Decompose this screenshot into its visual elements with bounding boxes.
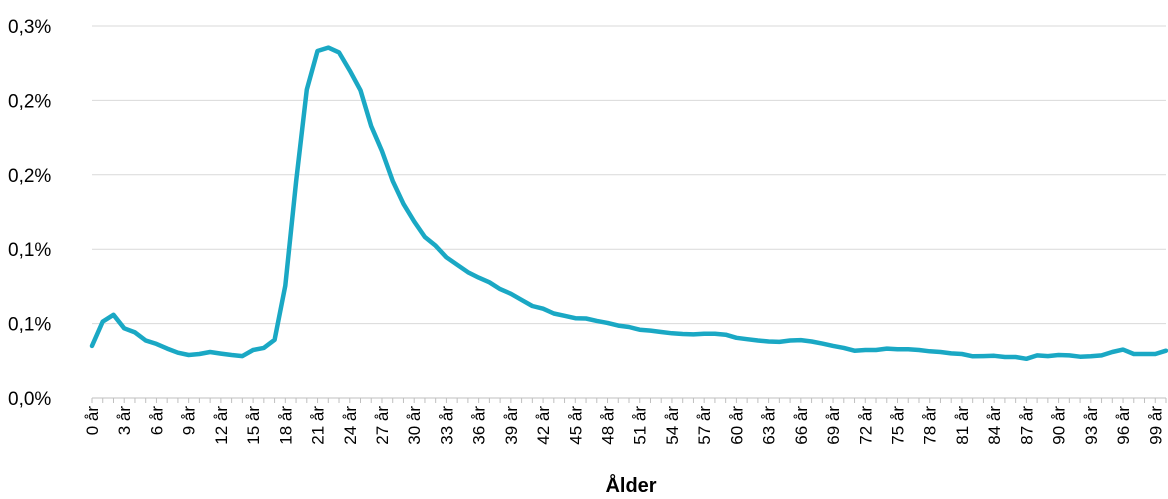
x-tick-label: 45 år <box>566 406 585 445</box>
x-tick-label: 81 år <box>953 406 972 445</box>
x-tick-label: 84 år <box>985 406 1004 445</box>
x-tick-label: 90 år <box>1050 406 1069 445</box>
x-tick-label: 33 år <box>437 406 456 445</box>
x-tick-label: 51 år <box>631 406 650 445</box>
x-tick-label: 12 år <box>212 406 231 445</box>
x-tick-label: 39 år <box>502 406 521 445</box>
y-tick-label: 0,3% <box>8 17 51 38</box>
x-tick-label: 60 år <box>727 406 746 445</box>
x-tick-label: 15 år <box>244 406 263 445</box>
x-tick-label: 66 år <box>792 406 811 445</box>
x-tick-label: 57 år <box>695 406 714 445</box>
x-tick-label: 0 år <box>83 406 102 436</box>
x-tick-label: 6 år <box>147 406 166 436</box>
x-tick-label: 18 år <box>276 406 295 445</box>
x-axis-ticks: 0 år 3 år 6 år 9 år 12 år 15 år 18 år 21 år 24 å… <box>83 406 1165 445</box>
x-axis-title: Ålder <box>605 473 656 497</box>
x-tick-label: 42 år <box>534 406 553 445</box>
x-tick-label: 87 år <box>1017 406 1036 445</box>
x-tick-label: 78 år <box>921 406 940 445</box>
x-tick-label: 30 år <box>405 406 424 445</box>
series-line <box>89 45 1168 362</box>
x-tick-label: 36 år <box>470 406 489 445</box>
x-tick-label: 48 år <box>599 406 618 445</box>
x-tick-label: 63 år <box>760 406 779 445</box>
y-tick-label: 0,1% <box>8 315 51 336</box>
x-tick-label: 27 år <box>373 406 392 445</box>
x-tick-label: 54 år <box>663 406 682 445</box>
series <box>89 45 1168 362</box>
x-tick-label: 93 år <box>1082 406 1101 445</box>
x-tick-label: 75 år <box>889 406 908 445</box>
y-tick-label: 0,0% <box>8 389 51 410</box>
x-axis <box>91 397 1167 403</box>
x-tick-label: 24 år <box>341 406 360 445</box>
x-tick-label: 99 år <box>1146 406 1165 445</box>
y-tick-label: 0,2% <box>8 166 51 187</box>
x-tick-label: 72 år <box>856 406 875 445</box>
gridlines <box>92 25 1166 325</box>
y-axis-ticks: 0,0% 0,1% 0,1% 0,2% 0,2% 0,3% <box>8 17 51 410</box>
x-tick-label: 69 år <box>824 406 843 445</box>
y-tick-label: 0,2% <box>8 91 51 112</box>
x-tick-label: 9 år <box>180 406 199 436</box>
y-tick-label: 0,1% <box>8 240 51 261</box>
x-tick-label: 3 år <box>115 406 134 436</box>
x-tick-label: 96 år <box>1114 406 1133 445</box>
x-tick-label: 21 år <box>309 406 328 445</box>
